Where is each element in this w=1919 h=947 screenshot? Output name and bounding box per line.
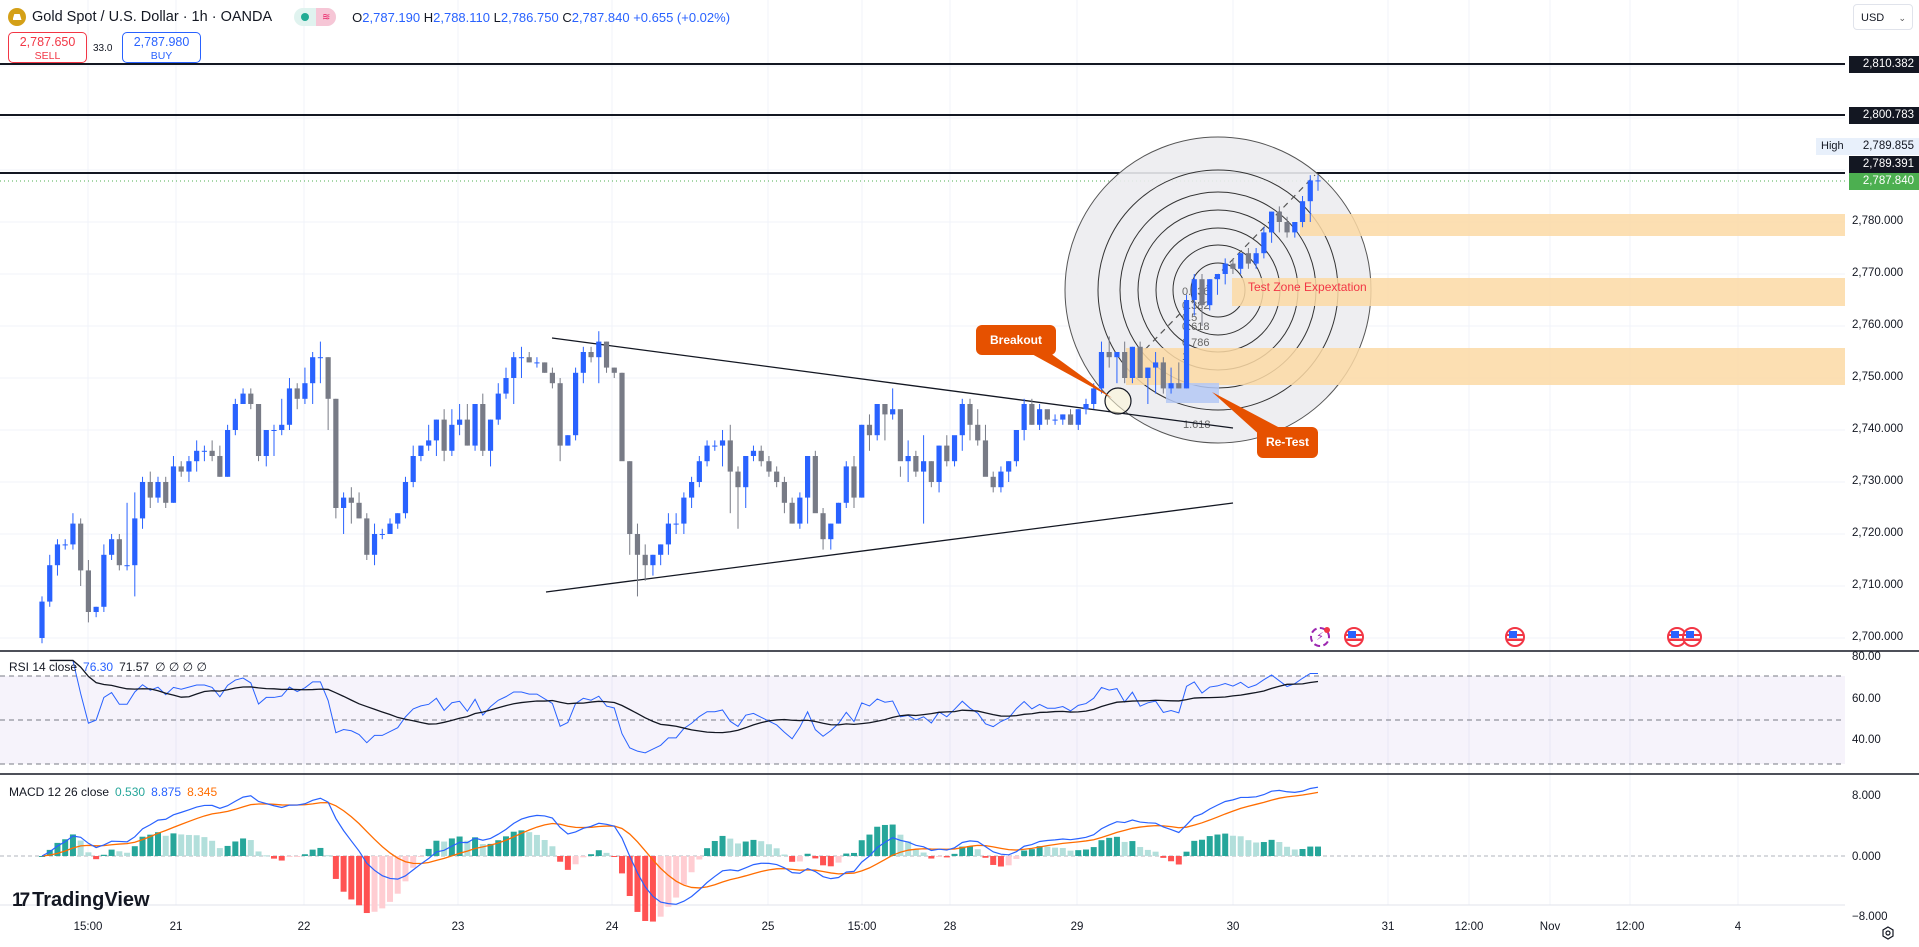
spread-value: 33.0 <box>93 43 113 54</box>
time-tick: 30 <box>1226 921 1240 933</box>
rsi-extra-values: ∅ ∅ ∅ ∅ <box>155 660 207 674</box>
price-tick: 2,730.000 <box>1852 475 1904 487</box>
gold-symbol-icon <box>8 8 26 26</box>
buy-price: 2,787.980 <box>133 35 190 49</box>
price-label-last: 2,787.840 <box>1849 173 1919 190</box>
sell-button[interactable]: 2,787.650 SELL <box>8 32 87 63</box>
macd-tick-8: 8.000 <box>1852 790 1881 802</box>
macd-tick-0: 0.000 <box>1852 851 1881 863</box>
macd-tick-minus-8: −8.000 <box>1852 911 1888 923</box>
time-tick: 4 <box>1734 921 1742 933</box>
rsi-ma-value: 71.57 <box>119 660 150 674</box>
price-tick: 2,720.000 <box>1852 527 1904 539</box>
time-tick: 24 <box>605 921 619 933</box>
time-tick: 31 <box>1381 921 1395 933</box>
rsi-tick-40: 40.00 <box>1852 734 1881 746</box>
low-value: 2,786.750 <box>500 9 559 25</box>
open-value: 2,787.190 <box>362 9 421 25</box>
test-zone-label: Test Zone Expextation <box>1248 280 1367 294</box>
time-tick: 15:00 <box>847 921 877 933</box>
us-economic-event-icon[interactable] <box>1344 627 1364 647</box>
price-tick: 2,700.000 <box>1852 631 1904 643</box>
rsi-tick-80: 80.00 <box>1852 651 1881 663</box>
rsi-tick-60: 60.00 <box>1852 693 1881 705</box>
buy-button[interactable]: 2,787.980 BUY <box>122 32 201 63</box>
chevron-down-icon: ⌄ <box>1898 13 1906 23</box>
symbol-title[interactable]: Gold Spot / U.S. Dollar · 1h · OANDA <box>32 9 273 25</box>
sell-price: 2,787.650 <box>19 35 76 49</box>
price-tick: 2,750.000 <box>1852 371 1904 383</box>
high-label: High <box>1816 138 1849 155</box>
close-value: 2,787.840 <box>571 9 630 25</box>
price-label-level-2: 2,800.783 <box>1849 107 1919 124</box>
price-tick: 2,710.000 <box>1852 579 1904 591</box>
price-tick: 2,780.000 <box>1852 215 1904 227</box>
time-tick: 22 <box>297 921 311 933</box>
time-tick: 21 <box>169 921 183 933</box>
price-label-level-1: 2,810.382 <box>1849 56 1919 73</box>
time-tick: 12:00 <box>1454 921 1484 933</box>
us-economic-event-icon[interactable] <box>1505 627 1525 647</box>
price-label-high: 2,789.855 <box>1849 138 1919 155</box>
price-label-level-3: 2,789.391 <box>1849 156 1919 173</box>
data-delay-icon: ≋ <box>316 8 337 26</box>
settings-gear-icon[interactable] <box>1881 926 1895 940</box>
time-tick: Nov <box>1539 921 1561 933</box>
macd-hist-value: 0.530 <box>115 785 146 799</box>
rsi-title: RSI 14 close <box>9 660 78 674</box>
price-tick: 2,760.000 <box>1852 319 1904 331</box>
rsi-legend[interactable]: RSI 14 close 76.30 71.57 ∅ ∅ ∅ ∅ <box>9 660 207 674</box>
macd-signal-value: 8.345 <box>187 785 218 799</box>
macd-line-value: 8.875 <box>151 785 182 799</box>
time-tick: 23 <box>451 921 465 933</box>
symbol-header: Gold Spot / U.S. Dollar · 1h · OANDA ≋ O… <box>8 6 730 28</box>
time-tick: 12:00 <box>1615 921 1645 933</box>
price-tick: 2,740.000 <box>1852 423 1904 435</box>
rsi-value: 76.30 <box>83 660 114 674</box>
market-status-badge[interactable]: ≋ <box>294 8 337 26</box>
event-bolt-icon[interactable]: ⚡ <box>1310 627 1330 647</box>
macd-title: MACD 12 26 close <box>9 785 110 799</box>
ohlc-values: O2,787.190 H2,788.110 L2,786.750 C2,787.… <box>352 9 731 25</box>
tradingview-mark-icon: 17 <box>12 889 30 911</box>
currency-select[interactable]: USD ⌄ <box>1853 4 1913 30</box>
price-tick: 2,770.000 <box>1852 267 1904 279</box>
time-tick: 28 <box>943 921 957 933</box>
tradingview-logo[interactable]: 17 TradingView <box>12 889 150 911</box>
us-economic-event-icon[interactable] <box>1682 627 1702 647</box>
time-tick: 25 <box>761 921 775 933</box>
change-value: +0.655 (+0.02%) <box>633 9 731 25</box>
sell-label: SELL <box>34 50 61 62</box>
macd-legend[interactable]: MACD 12 26 close 0.530 8.875 8.345 <box>9 785 217 799</box>
time-tick: 29 <box>1070 921 1084 933</box>
high-value: 2,788.110 <box>433 9 490 25</box>
retest-callout[interactable]: Re-Test <box>1257 427 1318 458</box>
time-tick: 15:00 <box>73 921 103 933</box>
market-open-dot-icon <box>301 13 310 21</box>
buy-label: BUY <box>150 50 173 62</box>
breakout-callout[interactable]: Breakout <box>976 325 1056 355</box>
